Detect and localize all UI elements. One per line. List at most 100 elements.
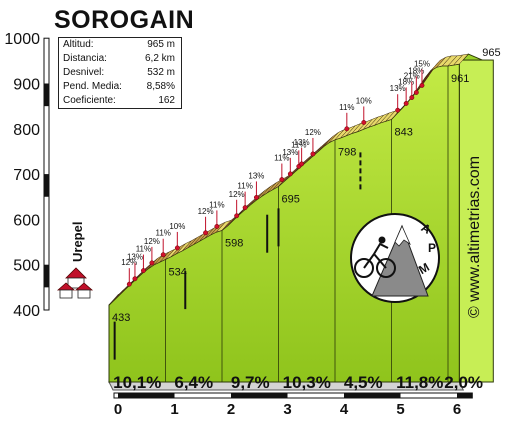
stat-value: 6,2 km: [144, 53, 175, 64]
village-roof: [65, 267, 87, 279]
start-place: Urepel: [56, 222, 94, 299]
profile-top-band: [108, 53, 469, 306]
grade-marker-dot: [132, 276, 138, 282]
y-axis-block: [44, 174, 49, 197]
grade-marker-dot: [287, 171, 293, 177]
y-tick-label: 900: [13, 77, 40, 94]
km-altitude-label: 843: [395, 126, 413, 138]
segment-grade-label: 10,3%: [283, 373, 331, 392]
x-tick-label: 0: [114, 401, 122, 418]
grade-marker-dot: [403, 100, 409, 106]
grade-marker-dot: [253, 194, 259, 200]
km-altitude-label: 798: [338, 147, 356, 159]
stat-value: 532 m: [147, 67, 175, 78]
chart-title: SOROGAIN: [54, 6, 195, 34]
stat-key: Distancia:: [63, 53, 107, 64]
grade-marker-dot: [149, 260, 155, 266]
km-altitude-label: 433: [112, 312, 130, 324]
grade-label: 11%: [237, 182, 252, 191]
grade-label: 10%: [169, 222, 185, 231]
grade-label: 18%: [408, 66, 424, 75]
grade-marker-dot: [299, 161, 305, 167]
logo-mountain: [371, 224, 429, 297]
grade-marker-dot: [203, 230, 209, 236]
x-axis: 0 1 2 3 4 5 6: [113, 392, 473, 418]
x-tick-label: 2: [227, 401, 235, 418]
grade-marker-dot: [160, 252, 166, 258]
logo-bike-wheel: [376, 258, 396, 278]
grade-label: 12%: [121, 258, 137, 267]
grade-marker-dot: [409, 95, 415, 100]
y-axis-block: [44, 83, 49, 107]
grade-marker-dot: [344, 126, 350, 132]
grade-label: 21%: [404, 72, 420, 81]
altitude-labels: 433 534 598 695 798 843 961 965: [112, 47, 501, 360]
village-house: [59, 289, 73, 299]
y-tick-label: 1000: [4, 31, 40, 48]
grade-label: 18%: [398, 77, 414, 86]
stat-row-elevation-gain: Desnivel: 532 m: [59, 66, 181, 80]
grade-label: 12%: [229, 190, 245, 199]
y-axis-bar: [43, 37, 50, 311]
x-axis-block: [118, 393, 175, 398]
segment-grade-label: 2,0%: [444, 373, 483, 392]
grade-marker-dot: [140, 268, 146, 274]
km-altitude-label: 534: [169, 266, 187, 278]
logo-rider-head: [378, 236, 386, 244]
km-altitude-label: 961: [451, 73, 469, 85]
segment-grade-label: 11,8%: [396, 373, 443, 392]
y-tick-label: 400: [13, 303, 40, 320]
grade-label: 13%: [294, 138, 310, 147]
y-tick-label: 500: [13, 258, 40, 275]
grade-marker-dot: [174, 245, 180, 251]
y-axis: 400 500 600 700 800 900 1000: [4, 31, 50, 320]
x-axis-block: [457, 393, 473, 398]
grade-marker-dot: [242, 205, 248, 211]
grade-label: 12%: [198, 207, 214, 216]
stat-value: 8,58%: [146, 81, 175, 92]
stat-row-avg-grade: Pend. Media: 8,58%: [59, 80, 181, 94]
grade-label: 11%: [291, 140, 306, 149]
y-tick-label: 700: [13, 167, 40, 184]
segment-grade-label: 10,1%: [113, 373, 161, 392]
grade-marker-dot: [413, 90, 419, 95]
grade-marker-dot: [279, 177, 285, 182]
y-axis-block: [44, 264, 49, 288]
grade-label: 13%: [127, 253, 143, 262]
y-tick-label: 800: [13, 122, 40, 139]
stat-key: Pend. Media:: [63, 81, 122, 92]
segment-grade-label: 4,5%: [344, 373, 383, 392]
stat-value: 162: [158, 95, 175, 106]
stat-key: Altitud:: [63, 39, 94, 50]
watermark-text: © www.altimetrias.com: [466, 155, 483, 318]
segment-grades: 10,1% 6,4% 9,7% 10,3% 4,5% 11,8% 2,0%: [113, 373, 483, 392]
end-block: [458, 59, 494, 383]
segment-grade-label: 6,4%: [174, 373, 213, 392]
apm-logo: APM: [350, 213, 440, 303]
grade-marker-dot: [214, 223, 220, 229]
grade-label: 15%: [414, 59, 430, 68]
stat-value: 965 m: [147, 39, 175, 50]
x-tick-label: 4: [340, 401, 349, 418]
logo-bike-wheel: [354, 258, 374, 278]
y-tick-label: 600: [13, 212, 40, 229]
grade-label: 12%: [144, 237, 160, 246]
grade-marker-dot: [126, 281, 132, 287]
stat-row-coefficient: Coeficiente: 162: [59, 94, 181, 108]
top-band-segment: [452, 53, 469, 66]
grade-label: 13%: [390, 84, 406, 93]
grade-label: 13%: [248, 171, 264, 180]
segment-grade-label: 9,7%: [231, 373, 270, 392]
logo-snowcap: [394, 225, 411, 247]
grade-label: 11%: [274, 154, 289, 163]
logo-letter: P: [428, 241, 436, 255]
grade-label: 11%: [136, 245, 151, 254]
x-axis-block: [231, 393, 288, 398]
summit-altitude-label: 965: [482, 47, 500, 59]
grade-markers: 12%13%11%12%11%10%12%11%12%11%13%11%13%1…: [121, 59, 430, 287]
grade-marker-dot: [310, 151, 316, 157]
stat-row-altitude: Altitud: 965 m: [59, 38, 181, 52]
stat-key: Coeficiente:: [63, 95, 116, 106]
